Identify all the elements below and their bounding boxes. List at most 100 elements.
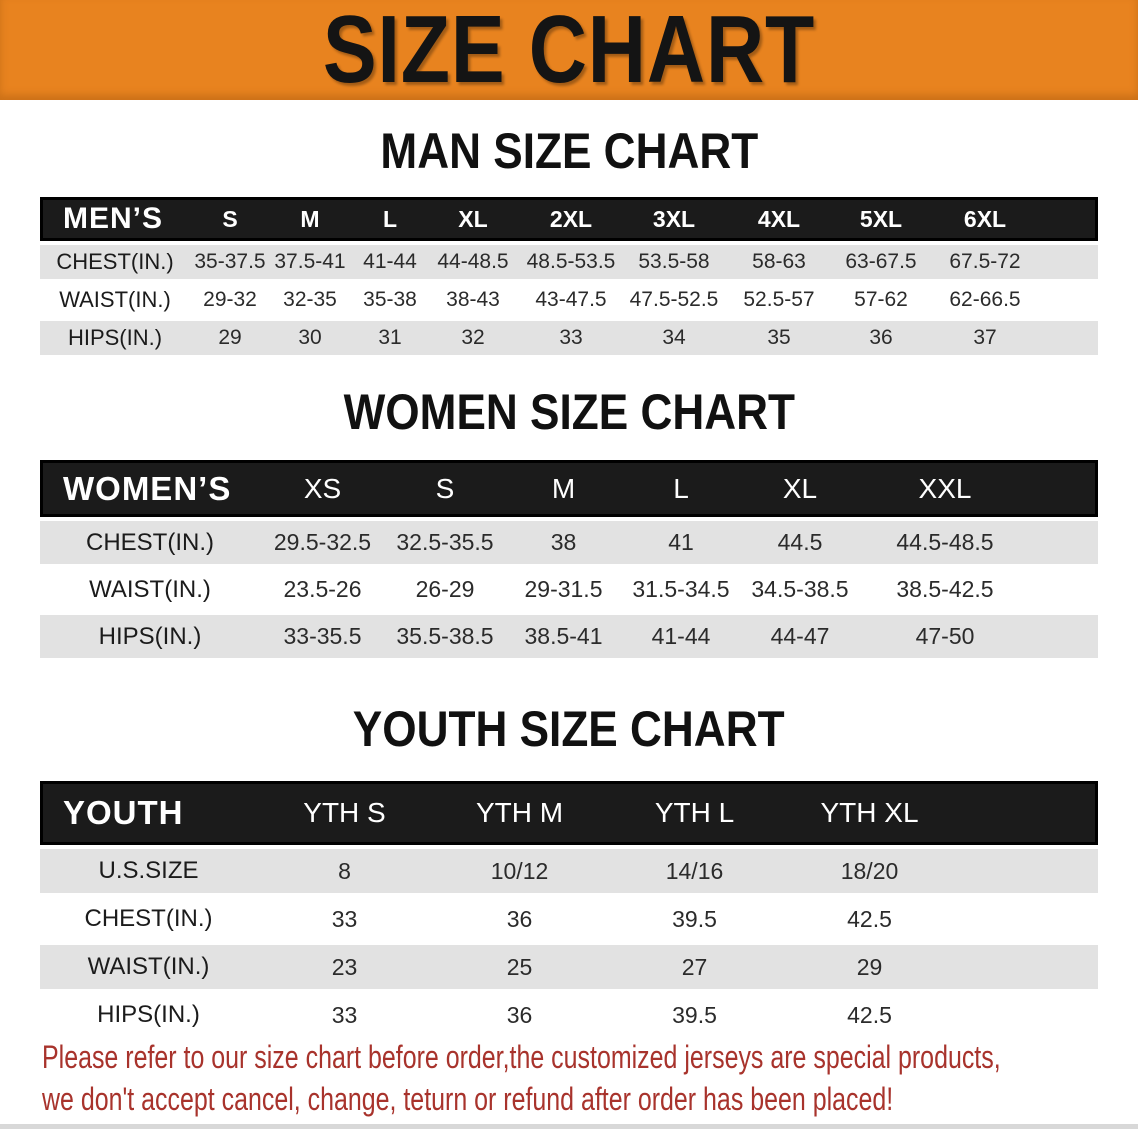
youth-header-row: YOUTH YTH S YTH M YTH L YTH XL — [40, 781, 1098, 845]
youth-size-table: YOUTH YTH S YTH M YTH L YTH XL U.S.SIZE 8 10/12… — [40, 777, 1098, 1041]
women-column-xs: XS — [260, 460, 385, 517]
men-column-2xl: 2XL — [516, 197, 626, 241]
youth-row-spacer — [957, 897, 1098, 941]
youth-row-label-chest-in: CHEST(IN.) — [40, 897, 257, 941]
women-row-chest-in: CHEST(IN.) 29.5-32.5 32.5-35.5 38 41 44.5 44.5… — [40, 521, 1098, 564]
men-hips-in-5xl: 36 — [836, 321, 926, 355]
youth-chest-in-yth-s: 33 — [257, 897, 432, 941]
women-row-label-hips-in: HIPS(IN.) — [40, 615, 260, 658]
youth-column-yth-xl: YTH XL — [782, 781, 957, 845]
women-column-s: S — [385, 460, 505, 517]
women-chest-in-l: 41 — [622, 521, 740, 564]
women-column-l: L — [622, 460, 740, 517]
men-chest-in-6xl: 67.5-72 — [926, 245, 1044, 279]
women-waist-in-s: 26-29 — [385, 568, 505, 611]
size-chart-banner: SIZE CHART — [0, 0, 1138, 100]
men-column-5xl: 5XL — [836, 197, 926, 241]
men-row-label-hips-in: HIPS(IN.) — [40, 321, 190, 355]
size-chart-sections: MAN SIZE CHART MEN’S S M L XL 2XL 3XL 4XL 5XL 6XL C… — [0, 124, 1138, 1041]
women-waist-in-xs: 23.5-26 — [260, 568, 385, 611]
youth-chest-in-yth-xl: 42.5 — [782, 897, 957, 941]
youth-waist-in-yth-s: 23 — [257, 945, 432, 989]
men-header-row: MEN’S S M L XL 2XL 3XL 4XL 5XL 6XL — [40, 197, 1098, 241]
men-chest-in-s: 35-37.5 — [190, 245, 270, 279]
women-waist-in-xxl: 38.5-42.5 — [860, 568, 1030, 611]
women-waist-in-xl: 34.5-38.5 — [740, 568, 860, 611]
women-table-head: WOMEN’S XS S M L XL XXL — [40, 460, 1098, 517]
women-heading: WOMEN SIZE CHART — [0, 385, 1138, 441]
youth-table-body: U.S.SIZE 8 10/12 14/16 18/20 CHEST(IN.) 33 36 39… — [40, 849, 1098, 1037]
men-table-title: MEN’S — [40, 197, 190, 241]
men-row-spacer — [1044, 245, 1098, 279]
men-hips-in-3xl: 34 — [626, 321, 722, 355]
youth-row-chest-in: CHEST(IN.) 33 36 39.5 42.5 — [40, 897, 1098, 941]
women-row-label-waist-in: WAIST(IN.) — [40, 568, 260, 611]
women-hips-in-m: 38.5-41 — [505, 615, 622, 658]
women-chest-in-xxl: 44.5-48.5 — [860, 521, 1030, 564]
youth-column-yth-l: YTH L — [607, 781, 782, 845]
youth-row-waist-in: WAIST(IN.) 23 25 27 29 — [40, 945, 1098, 989]
men-size-table: MEN’S S M L XL 2XL 3XL 4XL 5XL 6XL CHEST(IN.) 35-37… — [40, 193, 1098, 359]
men-waist-in-l: 35-38 — [350, 283, 430, 317]
youth-row-u-s-size: U.S.SIZE 8 10/12 14/16 18/20 — [40, 849, 1098, 893]
men-column-l: L — [350, 197, 430, 241]
men-waist-in-2xl: 43-47.5 — [516, 283, 626, 317]
men-row-label-waist-in: WAIST(IN.) — [40, 283, 190, 317]
men-waist-in-5xl: 57-62 — [836, 283, 926, 317]
men-column-6xl: 6XL — [926, 197, 1044, 241]
youth-row-spacer — [957, 945, 1098, 989]
order-notice: Please refer to our size chart before or… — [42, 1036, 1128, 1120]
men-hips-in-4xl: 35 — [722, 321, 836, 355]
men-waist-in-6xl: 62-66.5 — [926, 283, 1044, 317]
notice-line-1: Please refer to our size chart before or… — [42, 1039, 1001, 1075]
women-header-spacer — [1030, 460, 1098, 517]
men-row-spacer — [1044, 321, 1098, 355]
youth-column-yth-s: YTH S — [257, 781, 432, 845]
banner-title: SIZE CHART — [322, 0, 816, 103]
men-column-s: S — [190, 197, 270, 241]
youth-row-label-waist-in: WAIST(IN.) — [40, 945, 257, 989]
women-section: WOMEN SIZE CHART WOMEN’S XS S M L XL XXL CHEST(I… — [0, 385, 1138, 662]
men-hips-in-2xl: 33 — [516, 321, 626, 355]
men-heading-text: MAN SIZE CHART — [380, 123, 758, 180]
women-hips-in-xxl: 47-50 — [860, 615, 1030, 658]
men-chest-in-xl: 44-48.5 — [430, 245, 516, 279]
women-row-hips-in: HIPS(IN.) 33-35.5 35.5-38.5 38.5-41 41-44 44-… — [40, 615, 1098, 658]
women-row-waist-in: WAIST(IN.) 23.5-26 26-29 29-31.5 31.5-34.5 34… — [40, 568, 1098, 611]
youth-heading: YOUTH SIZE CHART — [0, 701, 1138, 758]
notice-line-2: we don't accept cancel, change, teturn o… — [42, 1081, 894, 1117]
men-chest-in-2xl: 48.5-53.5 — [516, 245, 626, 279]
youth-waist-in-yth-xl: 29 — [782, 945, 957, 989]
men-column-4xl: 4XL — [722, 197, 836, 241]
youth-waist-in-yth-m: 25 — [432, 945, 607, 989]
women-waist-in-l: 31.5-34.5 — [622, 568, 740, 611]
women-chest-in-m: 38 — [505, 521, 622, 564]
men-header-spacer — [1044, 197, 1098, 241]
youth-table-head: YOUTH YTH S YTH M YTH L YTH XL — [40, 781, 1098, 845]
men-column-m: M — [270, 197, 350, 241]
men-waist-in-xl: 38-43 — [430, 283, 516, 317]
youth-heading-text: YOUTH SIZE CHART — [353, 701, 785, 758]
men-table-body: CHEST(IN.) 35-37.5 37.5-41 41-44 44-48.5 48.5… — [40, 245, 1098, 355]
men-row-chest-in: CHEST(IN.) 35-37.5 37.5-41 41-44 44-48.5 48.5… — [40, 245, 1098, 279]
youth-chest-in-yth-m: 36 — [432, 897, 607, 941]
youth-hips-in-yth-s: 33 — [257, 993, 432, 1037]
men-row-label-chest-in: CHEST(IN.) — [40, 245, 190, 279]
women-table-body: CHEST(IN.) 29.5-32.5 32.5-35.5 38 41 44.5 44.5… — [40, 521, 1098, 658]
women-row-spacer — [1030, 568, 1098, 611]
youth-u-s-size-yth-m: 10/12 — [432, 849, 607, 893]
men-waist-in-3xl: 47.5-52.5 — [626, 283, 722, 317]
women-hips-in-l: 41-44 — [622, 615, 740, 658]
men-hips-in-s: 29 — [190, 321, 270, 355]
women-waist-in-m: 29-31.5 — [505, 568, 622, 611]
women-row-label-chest-in: CHEST(IN.) — [40, 521, 260, 564]
women-header-row: WOMEN’S XS S M L XL XXL — [40, 460, 1098, 517]
men-chest-in-m: 37.5-41 — [270, 245, 350, 279]
youth-section: YOUTH SIZE CHART YOUTH YTH S YTH M YTH L YTH … — [0, 702, 1138, 1041]
women-size-table: WOMEN’S XS S M L XL XXL CHEST(IN.) 29.5-32.5 32.5… — [40, 456, 1098, 662]
women-chest-in-xl: 44.5 — [740, 521, 860, 564]
men-column-3xl: 3XL — [626, 197, 722, 241]
men-chest-in-5xl: 63-67.5 — [836, 245, 926, 279]
youth-u-s-size-yth-l: 14/16 — [607, 849, 782, 893]
men-table-head: MEN’S S M L XL 2XL 3XL 4XL 5XL 6XL — [40, 197, 1098, 241]
